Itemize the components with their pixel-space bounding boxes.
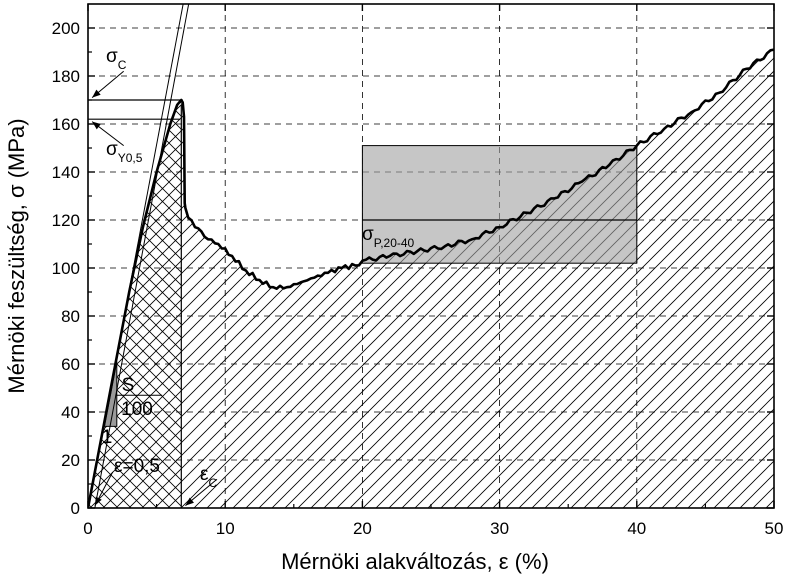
eps-05-label: ε=0,5: [114, 456, 160, 477]
area-fills: [88, 49, 774, 508]
y-tick-label-120: 120: [52, 211, 80, 230]
slope-100-label: 100: [121, 399, 153, 420]
y-tick-label-180: 180: [52, 67, 80, 86]
x-tick-label-10: 10: [216, 519, 235, 538]
y-tick-label-100: 100: [52, 259, 80, 278]
curve-layer: [88, 48, 774, 508]
sigma-c-label: σC: [106, 46, 127, 72]
y-tick-label-40: 40: [61, 403, 80, 422]
area-under-curve: [88, 49, 774, 508]
y-tick-label-60: 60: [61, 355, 80, 374]
sigma-c-arrow-head: [92, 89, 101, 98]
sigma-y-label: σY0,5: [106, 139, 143, 165]
x-tick-label-50: 50: [765, 519, 784, 538]
slope-1-label: 1: [102, 427, 113, 448]
x-tick-label-30: 30: [490, 519, 509, 538]
x-tick-label-20: 20: [353, 519, 372, 538]
series-line: [88, 48, 774, 508]
sigma-p-label: σP,20-40: [362, 224, 415, 250]
y-tick-label-200: 200: [52, 19, 80, 38]
eps-c-arrow-head: [185, 497, 194, 506]
y-axis-title: Mérnöki feszültség, σ (MPa): [4, 118, 29, 393]
y-tick-label-20: 20: [61, 451, 80, 470]
y-tick-label-140: 140: [52, 163, 80, 182]
axis-ticks: 0 10 20 30 40 50 0 20 40 60 80 100 120 140 160 180 200: [52, 4, 784, 538]
eps-c-label: εC: [200, 464, 217, 490]
eps-05-arrow-head: [94, 496, 102, 506]
sigma-y-arrow-head: [92, 121, 101, 130]
y-tick-label-0: 0: [71, 499, 80, 518]
y-tick-label-80: 80: [61, 307, 80, 326]
plateau-box: [361, 145, 638, 264]
slope-s-label: S: [122, 375, 135, 396]
offset-line: [94, 4, 190, 508]
x-tick-label-40: 40: [627, 519, 646, 538]
x-tick-label-0: 0: [83, 519, 92, 538]
x-axis-title: Mérnöki alakváltozás, ε (%): [281, 549, 549, 574]
y-tick-label-160: 160: [52, 115, 80, 134]
